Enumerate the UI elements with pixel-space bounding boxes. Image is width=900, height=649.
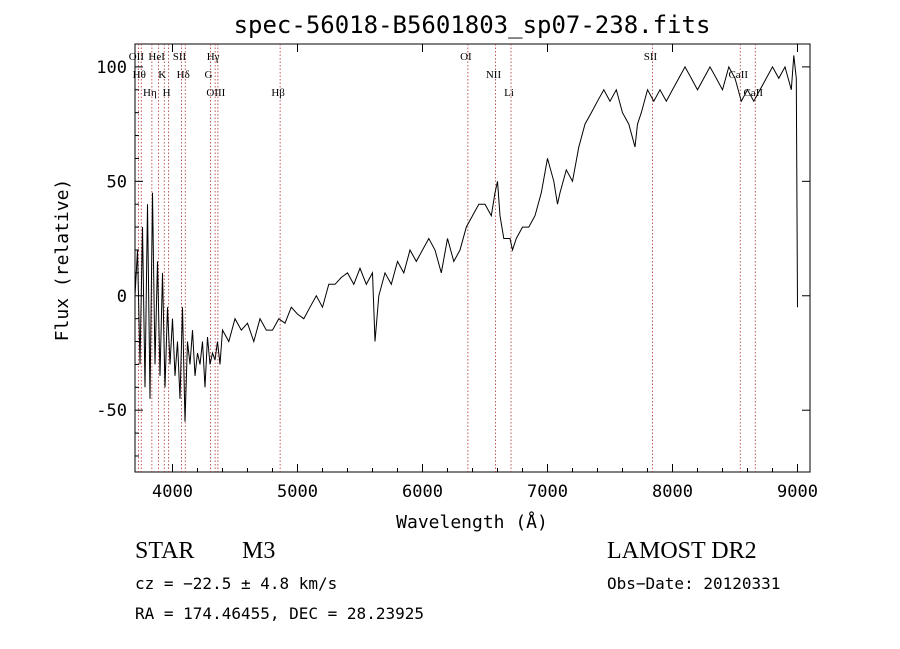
- x-tick-label: 9000: [777, 482, 818, 502]
- object-class: STAR: [135, 538, 195, 564]
- x-tick-label: 8000: [652, 482, 693, 502]
- x-tick-label: 7000: [527, 482, 568, 502]
- line-marker-label: K: [158, 69, 166, 81]
- line-marker-label: H: [163, 87, 171, 99]
- line-marker-label: OI: [460, 51, 472, 63]
- y-tick-label: 50: [107, 172, 127, 192]
- plot-frame: [134, 43, 811, 473]
- coordinates: RA = 174.46455, DEC = 28.23925: [135, 604, 424, 623]
- line-marker-label: Hδ: [177, 69, 190, 81]
- y-tick-label: 100: [96, 58, 127, 78]
- line-marker-label: SII: [173, 51, 187, 63]
- line-marker-label: Hθ: [133, 69, 146, 81]
- y-axis-label: Flux (relative): [52, 179, 73, 342]
- redshift-velocity: cz = −22.5 ± 4.8 km/s: [135, 574, 338, 593]
- line-marker-label: SII: [644, 51, 658, 63]
- line-marker-label: CaII: [743, 87, 763, 99]
- spectrum-line: [134, 55, 798, 422]
- line-marker-label: Li: [504, 87, 514, 99]
- line-marker-label: NII: [486, 69, 502, 81]
- line-marker-label: CaII: [728, 69, 748, 81]
- y-tick-label: -50: [96, 401, 127, 421]
- x-axis-label: Wavelength (Å): [396, 511, 548, 533]
- x-tick-label: 4000: [152, 482, 193, 502]
- line-marker-label: OII: [129, 51, 145, 63]
- line-marker-label: G: [205, 69, 213, 81]
- line-marker-label: Hη: [143, 87, 157, 99]
- y-tick-label: 0: [117, 287, 127, 307]
- survey-name: LAMOST DR2: [607, 538, 757, 564]
- object-subclass: M3: [242, 538, 276, 564]
- line-marker-label: Hγ: [207, 51, 220, 63]
- line-marker-label: Hβ: [271, 87, 285, 99]
- line-marker-label: OIII: [206, 87, 225, 99]
- line-marker-label: HeI: [148, 51, 165, 63]
- observation-date: Obs−Date: 20120331: [607, 574, 781, 593]
- x-tick-label: 6000: [402, 482, 443, 502]
- chart-title: spec-56018-B5601803_sp07-238.fits: [234, 11, 711, 39]
- x-tick-label: 5000: [277, 482, 318, 502]
